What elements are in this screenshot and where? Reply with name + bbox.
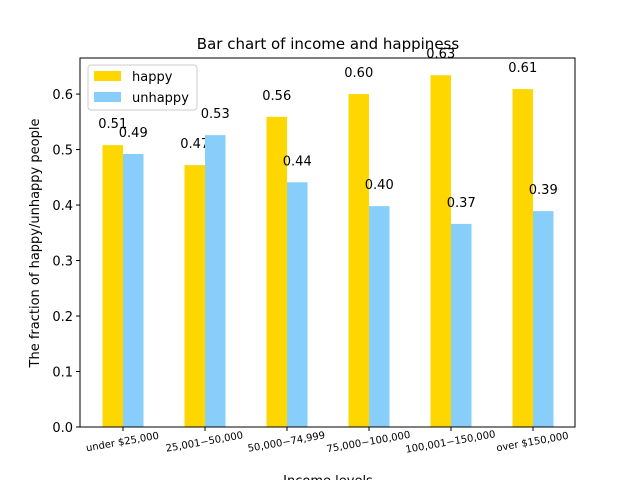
chart-title: Bar chart of income and happiness	[197, 35, 460, 53]
bar	[369, 206, 390, 427]
x-tick-label: under $25,000	[85, 431, 160, 455]
legend-label: unhappy	[132, 91, 189, 106]
bar	[348, 94, 369, 427]
bar	[512, 89, 533, 428]
bar	[266, 116, 287, 427]
value-label: 0.47	[180, 137, 209, 152]
bar	[451, 223, 472, 427]
value-label: 0.61	[508, 61, 537, 76]
value-label: 0.44	[283, 154, 312, 169]
y-tick-label: 0.5	[52, 144, 73, 159]
plot-frame	[79, 57, 576, 428]
y-tick-label: 0.1	[52, 366, 73, 381]
legend-label: happy	[132, 70, 173, 85]
value-label: 0.53	[201, 107, 230, 122]
x-axis-label: Income levels	[283, 474, 373, 480]
y-tick-label: 0.6	[52, 88, 73, 103]
y-axis-label: The fraction of happy/unhappy people	[28, 119, 43, 369]
legend-swatch	[94, 92, 121, 102]
x-tick-label: 50,000−74,999	[247, 430, 326, 454]
value-label: 0.60	[344, 66, 373, 81]
x-tick-label: 100,001−150,000	[405, 429, 497, 456]
value-label: 0.63	[426, 47, 455, 62]
bar	[123, 153, 144, 427]
x-tick-label: 25,001−50,000	[165, 430, 244, 454]
bar	[184, 165, 205, 427]
value-label: 0.56	[262, 89, 291, 104]
bar	[430, 75, 451, 427]
y-tick-label: 0.0	[52, 421, 73, 436]
y-tick-label: 0.4	[52, 199, 73, 214]
value-label: 0.39	[529, 183, 558, 198]
bar	[287, 182, 308, 427]
bar	[205, 135, 226, 427]
y-tick-label: 0.3	[52, 255, 73, 270]
x-tick-label: over $150,000	[496, 431, 570, 455]
bar	[533, 211, 554, 427]
bar	[102, 145, 123, 427]
value-label: 0.51	[98, 117, 127, 132]
value-label: 0.37	[447, 196, 476, 211]
value-label: 0.49	[119, 126, 148, 141]
y-tick-label: 0.2	[52, 310, 73, 325]
legend-swatch	[94, 71, 121, 81]
value-label: 0.40	[365, 178, 394, 193]
x-tick-label: 75,000−100,000	[326, 430, 411, 456]
